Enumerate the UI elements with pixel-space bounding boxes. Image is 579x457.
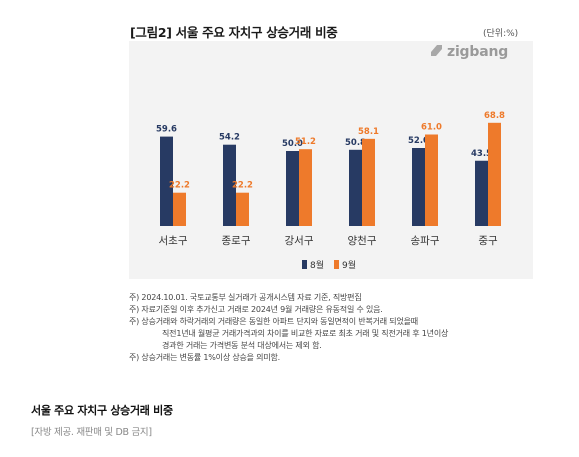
bar-aug-0 [160,136,173,226]
legend-label-aug: 8월 [310,261,325,271]
category-label-4: 송파구 [411,235,440,247]
caption-source: [자방 제공. 재판매 및 DB 금지] [31,427,152,438]
footnote-line: 주) 2024.10.01. 국토교통부 실거래가 공개시스템 자료 기준, 직… [129,293,362,302]
bar-aug-2 [286,151,299,226]
footnote-line: 직전1년내 월평균 거래가격과의 차이를 비교한 자료로 최초 거래 및 직전거… [162,329,449,338]
bar-sep-0 [173,192,186,226]
bar-aug-5 [475,160,488,226]
bar-aug-3 [349,149,362,226]
legend-swatch-aug [302,260,307,269]
bar-aug-4 [412,148,425,226]
bar-aug-1 [223,144,236,226]
legend-label-sep: 9월 [342,261,357,271]
value-label-aug-5: 43.5 [471,149,492,159]
legend: 8월 9월 [302,258,356,271]
category-label-2: 강서구 [285,235,314,247]
value-label-aug-2: 50.0 [282,139,303,149]
value-label-aug-4: 52.0 [408,136,429,146]
category-label-1: 종로구 [222,235,251,247]
bar-sep-5 [488,122,501,226]
value-label-sep-2: 51.2 [295,137,316,147]
value-label-aug-0: 59.6 [156,125,177,135]
value-label-sep-4: 61.0 [421,123,442,133]
caption-title: 서울 주요 자치구 상승거래 비중 [31,404,173,417]
legend-item-sep: 9월 [334,258,356,271]
legend-swatch-sep [334,260,340,269]
bar-chart: 59.6 22.2 서초구 54.2 22.2 종로구 50.051.2 강서구 50.858.… [156,111,505,247]
category-label-0: 서초구 [159,235,188,247]
bar-sep-4 [425,134,438,226]
value-label-sep-5: 68.8 [484,111,505,121]
zigbang-logo: zigbang [430,44,508,60]
zigbang-logo-icon [431,45,442,56]
value-label-aug-3: 50.8 [345,138,366,148]
logo-text: zigbang [447,44,509,60]
chart-area: 59.6 22.2 서초구 54.2 22.2 종로구 50.0 51.2 강서구 50.8 58.… [129,41,533,279]
bar-sep-1 [236,192,249,226]
unit-label: (단위:%) [483,29,519,39]
value-label-aug-1: 54.2 [219,133,240,143]
bar-sep-3 [362,138,375,226]
footnote-line: 경과한 거래는 가격변동 분석 대상에서는 제외 함. [162,341,322,350]
footnote-line: 주) 상승거래는 변동률 1%이상 상승을 의미함. [129,353,280,362]
footnote-line: 주) 상승거래와 하락거래의 거래량은 동일한 아파트 단지와 동일면적이 반복… [129,317,418,326]
footnotes: 주) 2024.10.01. 국토교통부 실거래가 공개시스템 자료 기준, 직… [129,292,549,364]
category-label-3: 양천구 [348,235,377,247]
category-label-5: 중구 [478,235,498,247]
value-label-sep-1: 22.2 [232,181,253,191]
bar-sep-2 [299,149,312,226]
chart-title: [그림2] 서울 주요 자치구 상승거래 비중 [130,25,338,40]
legend-item-aug: 8월 [302,258,324,271]
value-label-sep-0: 22.2 [169,181,190,191]
value-label-sep-3: 58.1 [358,127,379,137]
footnote-line: 주) 자료기준일 이후 추가신고 거래로 2024년 9월 거래량은 유동적일 … [129,305,383,314]
